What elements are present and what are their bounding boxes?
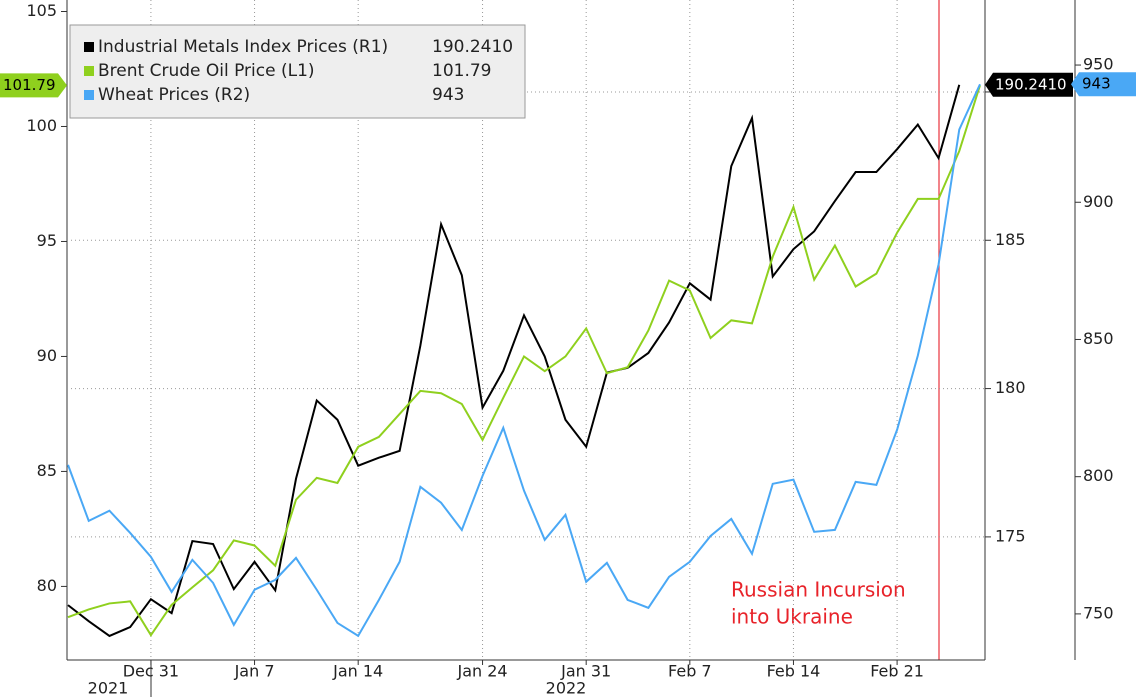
legend-box xyxy=(69,24,526,119)
value-badge xyxy=(985,72,1073,97)
year-label: 2021 xyxy=(88,679,129,697)
value-badge-label: 190.2410 xyxy=(995,75,1067,93)
legend-label: Industrial Metals Index Prices (R1) xyxy=(98,37,388,57)
legend-swatch xyxy=(84,66,94,76)
annotation: Russian Incursion xyxy=(731,578,906,602)
series-line xyxy=(67,83,981,638)
value-badge-label: 943 xyxy=(1082,75,1111,93)
value-badge-label: 101.79 xyxy=(3,76,56,94)
y2-tick-label: 175 xyxy=(995,526,1026,545)
y3-tick-label: 750 xyxy=(1083,603,1114,622)
x-tick-label: Feb 14 xyxy=(767,662,821,681)
y-tick-label: 105 xyxy=(26,1,57,20)
value-badge xyxy=(0,73,67,98)
legend-value: 190.2410 xyxy=(432,37,513,57)
legend-label: Brent Crude Oil Price (L1) xyxy=(98,61,315,81)
legend-swatch xyxy=(84,42,94,52)
y2-tick-label: 185 xyxy=(995,230,1026,249)
y-tick-label: 100 xyxy=(26,116,57,135)
legend: Industrial Metals Index Prices (R1) 190.2… xyxy=(69,24,526,119)
legend-value: 943 xyxy=(432,85,464,105)
series-line xyxy=(67,85,981,638)
y-tick-label: 95 xyxy=(37,231,57,250)
series-line xyxy=(67,84,961,638)
y2-tick-label: 180 xyxy=(995,378,1026,397)
value-badge xyxy=(1071,72,1136,97)
x-tick-label: Jan 7 xyxy=(234,662,275,681)
x-tick-label: Feb 7 xyxy=(668,662,712,681)
x-tick-label: Feb 21 xyxy=(870,662,924,681)
y3-tick-label: 850 xyxy=(1083,329,1114,348)
y-tick-label: 85 xyxy=(37,461,57,480)
annotation: into Ukraine xyxy=(731,605,853,629)
year-label: 2022 xyxy=(546,679,587,697)
y3-tick-label: 950 xyxy=(1083,55,1114,74)
y3-tick-label: 900 xyxy=(1083,192,1114,211)
y3-tick-label: 800 xyxy=(1083,466,1114,485)
legend-value: 101.79 xyxy=(432,61,491,81)
y-tick-label: 80 xyxy=(37,576,57,595)
x-tick-label: Dec 31 xyxy=(123,662,179,681)
legend-swatch xyxy=(84,90,94,100)
x-tick-label: Jan 14 xyxy=(332,662,383,681)
x-tick-label: Jan 24 xyxy=(456,662,507,681)
x-tick-label: Jan 31 xyxy=(560,662,611,681)
legend-label: Wheat Prices (R2) xyxy=(98,85,250,105)
y-tick-label: 90 xyxy=(37,346,57,365)
